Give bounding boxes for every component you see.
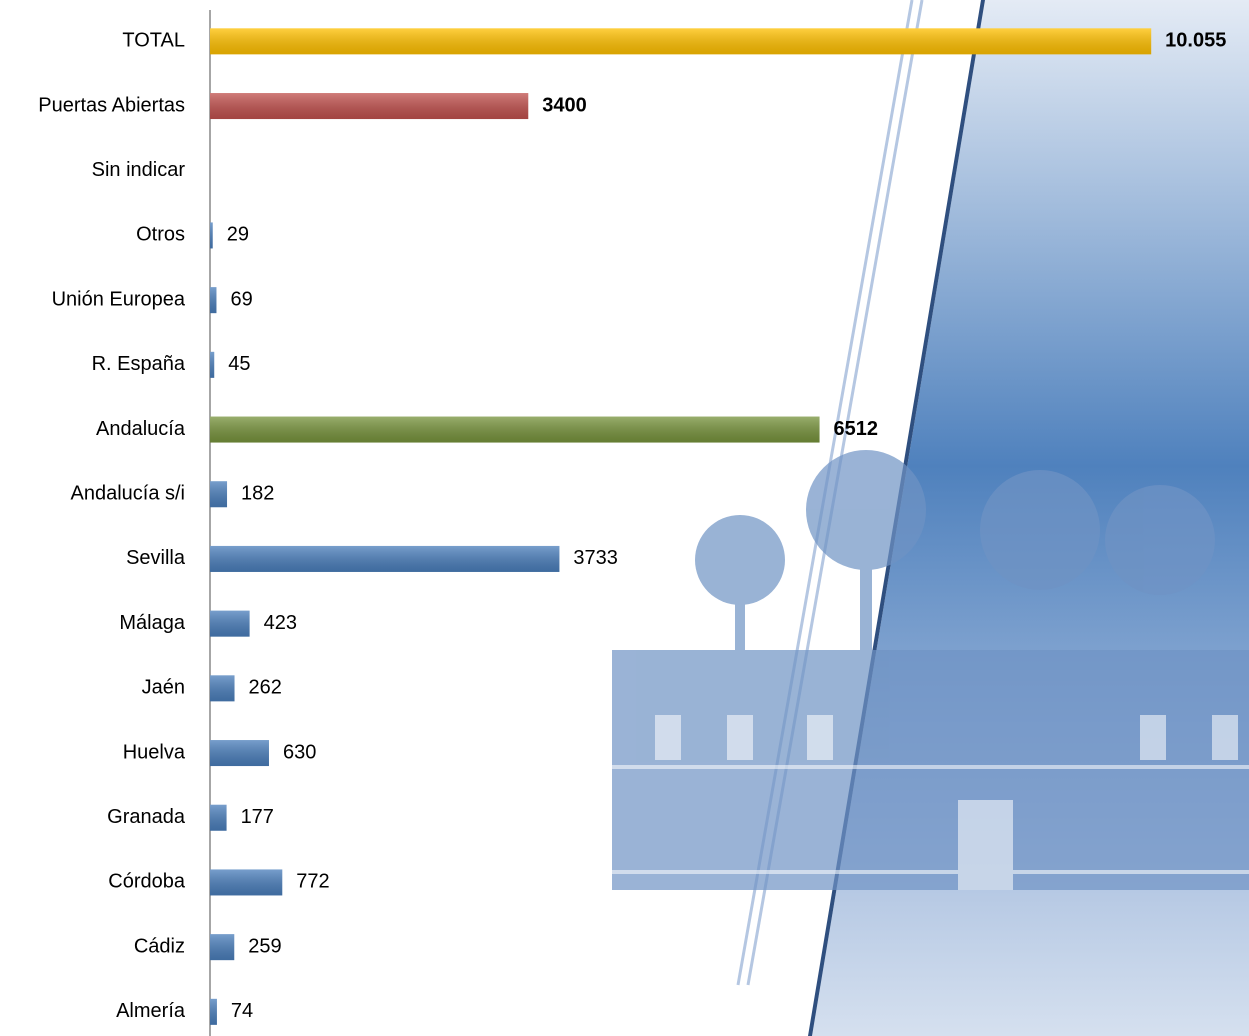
value-label: 6512 (834, 418, 879, 440)
bar-shade (210, 287, 217, 314)
value-label: 10.055 (1165, 30, 1226, 52)
bar-shade (210, 481, 228, 508)
bar-shade (210, 28, 1152, 55)
bar-shade (210, 416, 820, 443)
bar-shade (210, 610, 250, 637)
y-tick-label: R. España (92, 353, 186, 375)
y-tick-label: Almería (116, 1000, 186, 1022)
y-tick-label: Málaga (119, 612, 185, 634)
y-tick-label: Puertas Abiertas (38, 94, 185, 116)
y-tick-label: Otros (136, 224, 185, 246)
y-tick-label: Andalucía (96, 418, 186, 440)
bar-shade (210, 351, 215, 378)
bar-shade (210, 740, 269, 767)
y-tick-label: Jaén (142, 677, 185, 699)
y-tick-label: Sevilla (126, 547, 186, 569)
bar-shade (210, 804, 227, 831)
y-tick-label: Sin indicar (92, 159, 186, 181)
bar-shade (210, 545, 560, 572)
value-label: 177 (241, 806, 274, 828)
bar-shade (210, 675, 235, 702)
value-label: 262 (249, 677, 282, 699)
value-label: 69 (230, 288, 252, 310)
value-label: 3400 (542, 94, 587, 116)
background-decoration (612, 0, 1249, 1036)
value-label: 29 (227, 224, 249, 246)
y-tick-label: Unión Europea (52, 288, 186, 310)
value-label: 630 (283, 741, 316, 763)
bar-shade (210, 222, 213, 249)
y-tick-label: Granada (107, 806, 186, 828)
value-label: 423 (264, 612, 297, 634)
y-tick-label: Andalucía s/i (70, 483, 185, 505)
y-tick-label: Cádiz (134, 935, 185, 957)
value-label: 3733 (573, 547, 618, 569)
bar-shade (210, 869, 283, 896)
y-tick-label: Huelva (123, 741, 186, 763)
bar-shade (210, 998, 217, 1025)
y-tick-label: TOTAL (122, 30, 185, 52)
value-label: 772 (296, 871, 329, 893)
value-label: 45 (228, 353, 250, 375)
bar-shade (210, 93, 529, 120)
y-tick-label: Córdoba (108, 871, 186, 893)
value-label: 74 (231, 1000, 253, 1022)
value-label: 259 (248, 935, 281, 957)
bar-shade (210, 934, 235, 961)
value-label: 182 (241, 483, 274, 505)
